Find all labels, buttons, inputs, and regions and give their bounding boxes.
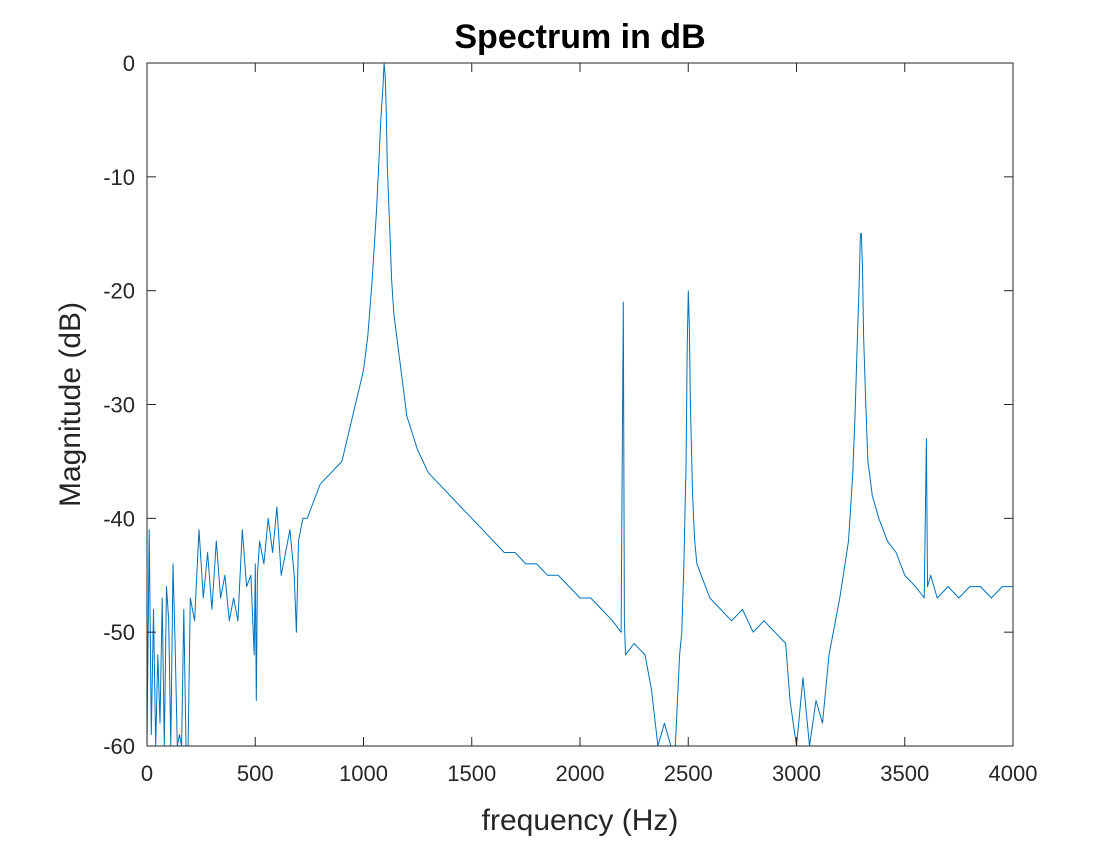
y-tick-label: -10 [103, 165, 135, 190]
x-tick-label: 3000 [772, 761, 821, 786]
x-tick-label: 1000 [339, 761, 388, 786]
data-layer [146, 62, 1013, 747]
y-tick-label: -30 [103, 393, 135, 418]
ticks-layer: 0 500 1000 1500 2000 2500 3000 3500 4000 0 -10 -20 -… [103, 51, 1037, 786]
y-axis-label: Magnitude (dB) [54, 302, 87, 507]
y-tick-label: -50 [103, 620, 135, 645]
x-tick-label: 4000 [989, 761, 1038, 786]
y-tick-label: -20 [103, 279, 135, 304]
x-tick-label: 3500 [880, 761, 929, 786]
spectrum-line [146, 62, 1013, 747]
x-tick-label: 500 [237, 761, 274, 786]
x-tick-label: 2000 [556, 761, 605, 786]
x-tick-label: 2500 [664, 761, 713, 786]
x-axis-label: frequency (Hz) [482, 804, 679, 837]
plot-area [147, 63, 1013, 746]
x-tick-label: 1500 [447, 761, 496, 786]
y-tick-label: 0 [123, 51, 135, 76]
y-tick-label: -60 [103, 734, 135, 759]
y-tick-label: -40 [103, 506, 135, 531]
x-tick-label: 0 [141, 761, 153, 786]
chart-title: Spectrum in dB [454, 18, 705, 56]
